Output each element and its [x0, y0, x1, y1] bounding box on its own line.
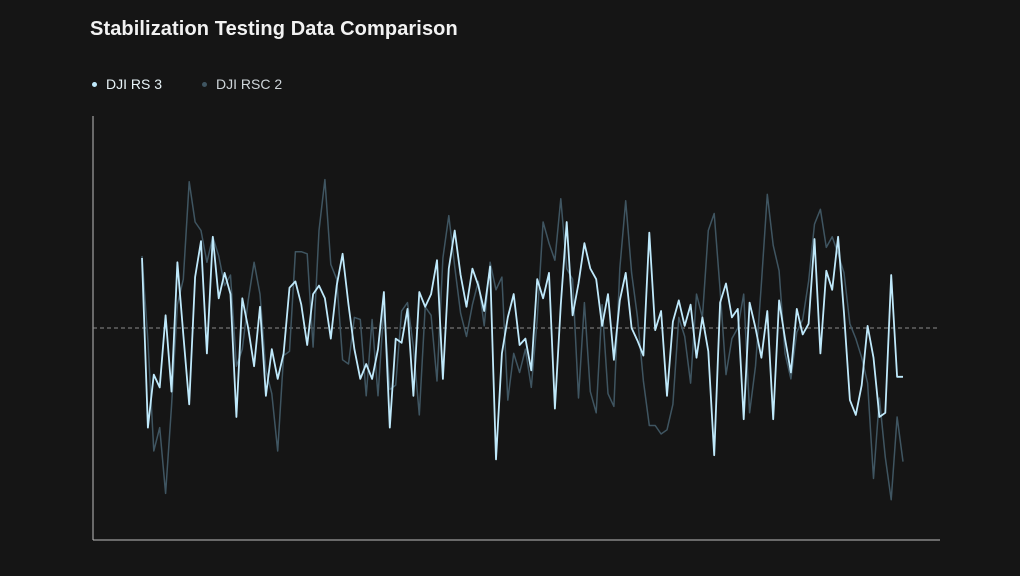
series-layer	[141, 178, 904, 501]
chart-title: Stabilization Testing Data Comparison	[90, 18, 458, 40]
legend-label-rsc2: DJI RSC 2	[216, 76, 283, 92]
series-line-rs3	[141, 221, 903, 461]
legend-label-rs3: DJI RS 3	[106, 76, 163, 92]
series-line-rsc2	[141, 178, 904, 501]
legend-item-rs3[interactable]: DJI RS 3	[92, 76, 162, 92]
legend-item-rsc2[interactable]: DJI RSC 2	[202, 76, 282, 92]
legend-dot-rs3	[92, 81, 97, 87]
chart-legend: DJI RS 3 DJI RSC 2	[92, 76, 282, 92]
legend-dot-rsc2	[202, 81, 208, 87]
